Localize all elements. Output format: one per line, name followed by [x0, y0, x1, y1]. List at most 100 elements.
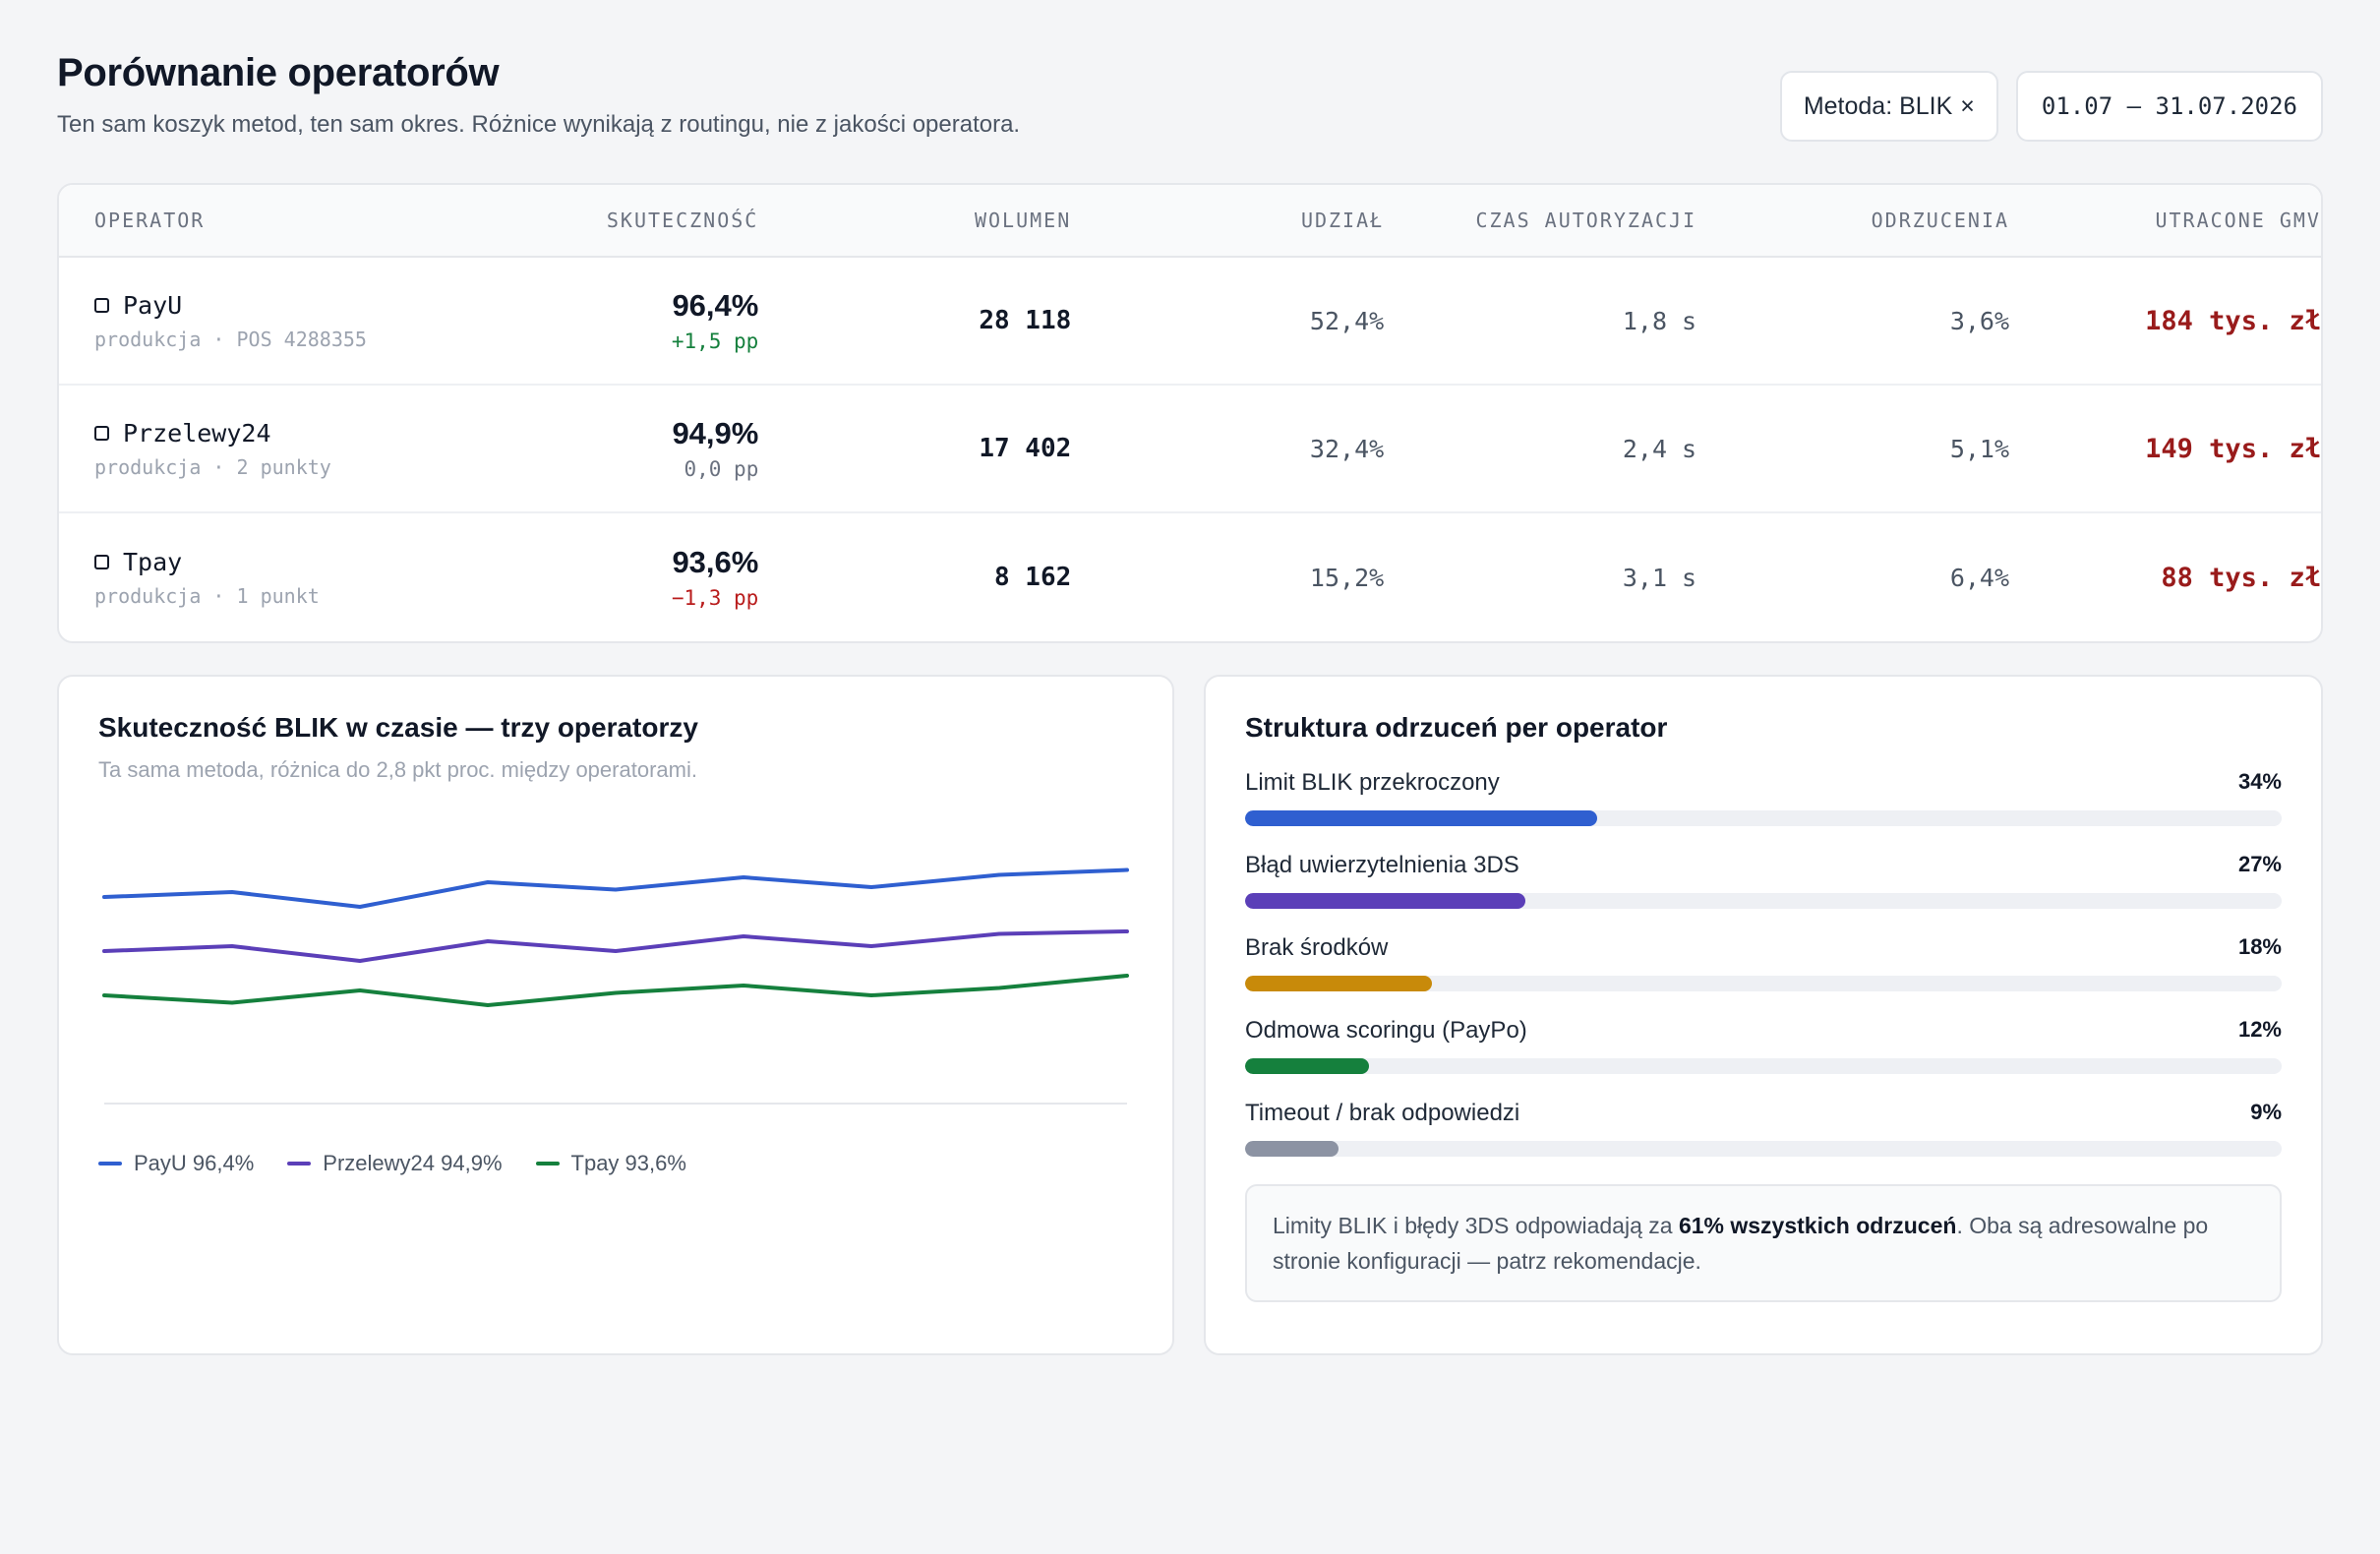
legend-label: PayU 96,4% — [134, 1151, 255, 1175]
table-row[interactable]: Tpay produkcja · 1 punkt 93,6% −1,3 pp 8… — [59, 513, 2321, 641]
trend-card-subtitle: Ta sama metoda, różnica do 2,8 pkt proc.… — [98, 757, 697, 782]
reason-percent: 9% — [2250, 1100, 2282, 1124]
reason-label: Odmowa scoringu (PayPo) — [1245, 1017, 1527, 1044]
page-header: Porównanie operatorów Ten sam koszyk met… — [57, 51, 2323, 169]
trend-card-title: Skuteczność BLIK w czasie — trzy operato… — [98, 712, 698, 743]
volume-cell: 17 402 — [979, 434, 1072, 463]
operators-table: OPERATOR SKUTECZNOŚĆ WOLUMEN UDZIAŁ CZAS… — [57, 183, 2323, 643]
rejections-cell: 3,6% — [1949, 306, 2010, 335]
rejections-cell: 6,4% — [1949, 563, 2010, 592]
reason-label: Błąd uwierzytelnienia 3DS — [1245, 852, 1519, 878]
reason-bar-track — [1245, 1058, 2282, 1074]
reason-bar-fill — [1245, 976, 1432, 991]
operator-meta: produkcja · 1 punkt — [94, 583, 320, 608]
volume-cell: 28 118 — [979, 306, 1072, 335]
share-cell: 32,4% — [1309, 434, 1385, 463]
column-header-share[interactable]: UDZIAŁ — [1300, 209, 1385, 232]
column-header-lost-gmv[interactable]: UTRACONE GMV — [2155, 209, 2321, 232]
reason-label: Brak środków — [1245, 934, 1389, 961]
note-highlight: 61% wszystkich odrzuceń — [1678, 1213, 1957, 1238]
method-filter-label: Metoda: BLIK — [1803, 91, 1953, 120]
legend-label: Tpay 93,6% — [570, 1151, 686, 1175]
rejection-reason: Brak środków 18% — [1245, 934, 2282, 991]
operator-name: Przelewy24 — [123, 418, 271, 448]
success-cell: 94,9% 0,0 pp — [467, 416, 758, 481]
reason-bar-fill — [1245, 1058, 1370, 1074]
reason-bar-track — [1245, 976, 2282, 991]
legend-label: Przelewy24 94,9% — [323, 1151, 503, 1175]
success-rate: 96,4% — [672, 288, 759, 323]
operator-cell: Przelewy24 produkcja · 2 punkty — [59, 419, 467, 479]
reason-bar-track — [1245, 1141, 2282, 1157]
checkbox-icon[interactable] — [94, 425, 109, 441]
table-row[interactable]: Przelewy24 produkcja · 2 punkty 94,9% 0,… — [59, 386, 2321, 513]
rejection-reason: Błąd uwierzytelnienia 3DS 27% — [1245, 852, 2282, 909]
note-text-post: . Oba są adresowalne po stronie konfigur… — [1273, 1213, 2209, 1274]
operator-meta: produkcja · 2 punkty — [94, 454, 331, 479]
remove-filter-icon[interactable]: × — [1960, 91, 1975, 120]
legend-item-payu[interactable]: PayU 96,4% — [98, 1151, 254, 1176]
page-title: Porównanie operatorów — [57, 51, 500, 94]
reason-bar-track — [1245, 893, 2282, 909]
success-cell: 96,4% +1,5 pp — [467, 288, 759, 353]
checkbox-icon[interactable] — [94, 554, 109, 569]
success-rate: 94,9% — [672, 416, 759, 450]
reason-bar-fill — [1245, 1141, 1339, 1157]
reason-percent: 34% — [2237, 769, 2282, 794]
reason-label: Timeout / brak odpowiedzi — [1245, 1100, 1520, 1126]
rejections-card: Struktura odrzuceń per operator Limit BL… — [1204, 675, 2323, 1355]
operator-cell: PayU produkcja · POS 4288355 — [59, 291, 467, 351]
note-text-pre: Limity BLIK i błędy 3DS odpowiadają za — [1273, 1213, 1679, 1238]
operator-cell: Tpay produkcja · 1 punkt — [59, 548, 467, 608]
operator-meta: produkcja · POS 4288355 — [94, 327, 367, 351]
page-subtitle: Ten sam koszyk metod, ten sam okres. Róż… — [57, 111, 1021, 138]
reason-percent: 18% — [2237, 934, 2282, 959]
series-line-payu — [102, 867, 1129, 909]
column-header-operator[interactable]: OPERATOR — [94, 209, 206, 232]
date-range-picker[interactable]: 01.07 – 31.07.2026 — [2015, 71, 2323, 142]
table-row[interactable]: PayU produkcja · POS 4288355 96,4% +1,5 … — [59, 258, 2321, 386]
reason-percent: 12% — [2237, 1017, 2282, 1042]
insight-note: Limity BLIK i błędy 3DS odpowiadają za 6… — [1245, 1184, 2282, 1302]
lost-gmv-cell: 88 tys. zł — [2161, 562, 2321, 593]
share-cell: 15,2% — [1309, 563, 1385, 592]
bottom-cards: Skuteczność BLIK w czasie — trzy operato… — [57, 675, 2323, 1355]
auth-time-cell: 1,8 s — [1622, 306, 1697, 335]
method-filter-chip[interactable]: Metoda: BLIK × — [1779, 71, 1998, 142]
legend-item-przelewy24[interactable]: Przelewy24 94,9% — [287, 1151, 503, 1176]
legend-item-tpay[interactable]: Tpay 93,6% — [535, 1151, 686, 1176]
legend-swatch — [287, 1162, 312, 1166]
rejection-reason: Limit BLIK przekroczony 34% — [1245, 769, 2282, 826]
operator-name: PayU — [123, 290, 183, 320]
chart-legend: PayU 96,4% Przelewy24 94,9% Tpay 93,6% — [98, 1151, 1133, 1176]
rejection-reason: Odmowa scoringu (PayPo) 12% — [1245, 1017, 2282, 1074]
reason-bar-track — [1245, 810, 2282, 826]
rejections-cell: 5,1% — [1949, 434, 2010, 463]
column-header-auth-time[interactable]: CZAS AUTORYZACJI — [1475, 209, 1697, 232]
rejections-card-title: Struktura odrzuceń per operator — [1245, 712, 1668, 743]
series-line-tpay — [102, 974, 1129, 1007]
series-line-przelewy24 — [102, 929, 1129, 963]
legend-swatch — [98, 1162, 122, 1166]
checkbox-icon[interactable] — [94, 297, 109, 313]
share-cell: 52,4% — [1309, 306, 1385, 335]
legend-swatch — [535, 1162, 560, 1166]
lost-gmv-cell: 184 tys. zł — [2145, 305, 2321, 336]
trend-line-chart — [102, 867, 1129, 1105]
volume-cell: 8 162 — [993, 563, 1072, 592]
column-header-success[interactable]: SKUTECZNOŚĆ — [606, 209, 759, 232]
success-delta: 0,0 pp — [684, 457, 759, 481]
reason-bar-fill — [1245, 810, 1598, 826]
column-header-rejections[interactable]: ODRZUCENIA — [1871, 209, 2010, 232]
auth-time-cell: 3,1 s — [1622, 563, 1697, 592]
trend-card: Skuteczność BLIK w czasie — trzy operato… — [57, 675, 1174, 1355]
rejection-reason: Timeout / brak odpowiedzi 9% — [1245, 1100, 2282, 1157]
column-header-volume[interactable]: WOLUMEN — [974, 209, 1072, 232]
reason-percent: 27% — [2237, 852, 2282, 876]
success-delta: −1,3 pp — [671, 586, 759, 610]
lost-gmv-cell: 149 tys. zł — [2145, 433, 2321, 464]
operator-name: Tpay — [123, 547, 183, 576]
header-actions: Metoda: BLIK × 01.07 – 31.07.2026 — [1779, 71, 2323, 142]
reason-bar-fill — [1245, 893, 1525, 909]
